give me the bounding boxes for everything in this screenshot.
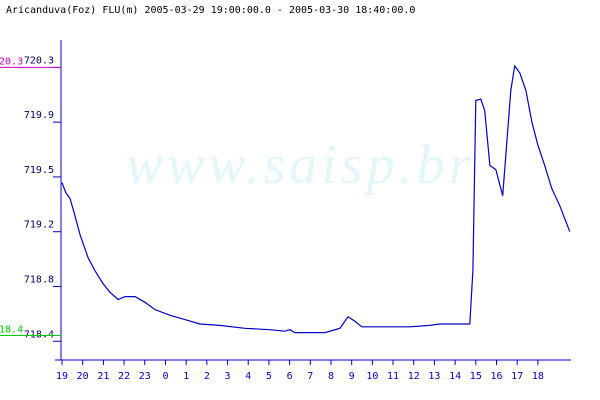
- x-tick-label: 18: [532, 371, 544, 382]
- x-tick-label: 5: [266, 371, 272, 382]
- x-tick-label: 3: [225, 371, 231, 382]
- x-tick-label: 20: [77, 371, 89, 382]
- y-tick-label: 719.5: [24, 165, 54, 176]
- y-tick-label: 719.9: [24, 110, 54, 121]
- x-tick-label: 11: [387, 371, 399, 382]
- y-tick-label: 720.3: [24, 55, 54, 66]
- x-tick-label: 17: [511, 371, 523, 382]
- x-tick-label: 16: [490, 371, 502, 382]
- x-tick-label: 7: [307, 371, 313, 382]
- y-tick-label: 719.2: [24, 220, 54, 231]
- x-tick-label: 15: [470, 371, 482, 382]
- x-tick-label: 9: [349, 371, 355, 382]
- x-tick-label: 8: [328, 371, 334, 382]
- x-tick-label: 12: [408, 371, 420, 382]
- y-tick-label: 718.8: [24, 274, 54, 285]
- x-tick-label: 1: [183, 371, 189, 382]
- x-tick-label: 14: [449, 371, 461, 382]
- x-tick-label: 4: [245, 371, 251, 382]
- x-tick-label: 6: [287, 371, 293, 382]
- x-tick-label: 22: [118, 371, 130, 382]
- x-tick-label: 0: [162, 371, 168, 382]
- x-tick-label: 19: [56, 371, 68, 382]
- min-marker-label: 718.4: [0, 324, 23, 335]
- x-tick-label: 23: [139, 371, 151, 382]
- y-tick-label: 718.4: [24, 329, 54, 340]
- watermark: www.saisp.br: [126, 134, 475, 196]
- x-tick-label: 10: [366, 371, 378, 382]
- data-line: [61, 64, 571, 334]
- x-tick-label: 21: [97, 371, 109, 382]
- chart-title: Aricanduva(Foz) FLU(m) 2005-03-29 19:00:…: [6, 5, 415, 16]
- x-tick-label: 13: [428, 371, 440, 382]
- x-tick-label: 2: [204, 371, 210, 382]
- max-marker-label: 720.3: [0, 56, 23, 67]
